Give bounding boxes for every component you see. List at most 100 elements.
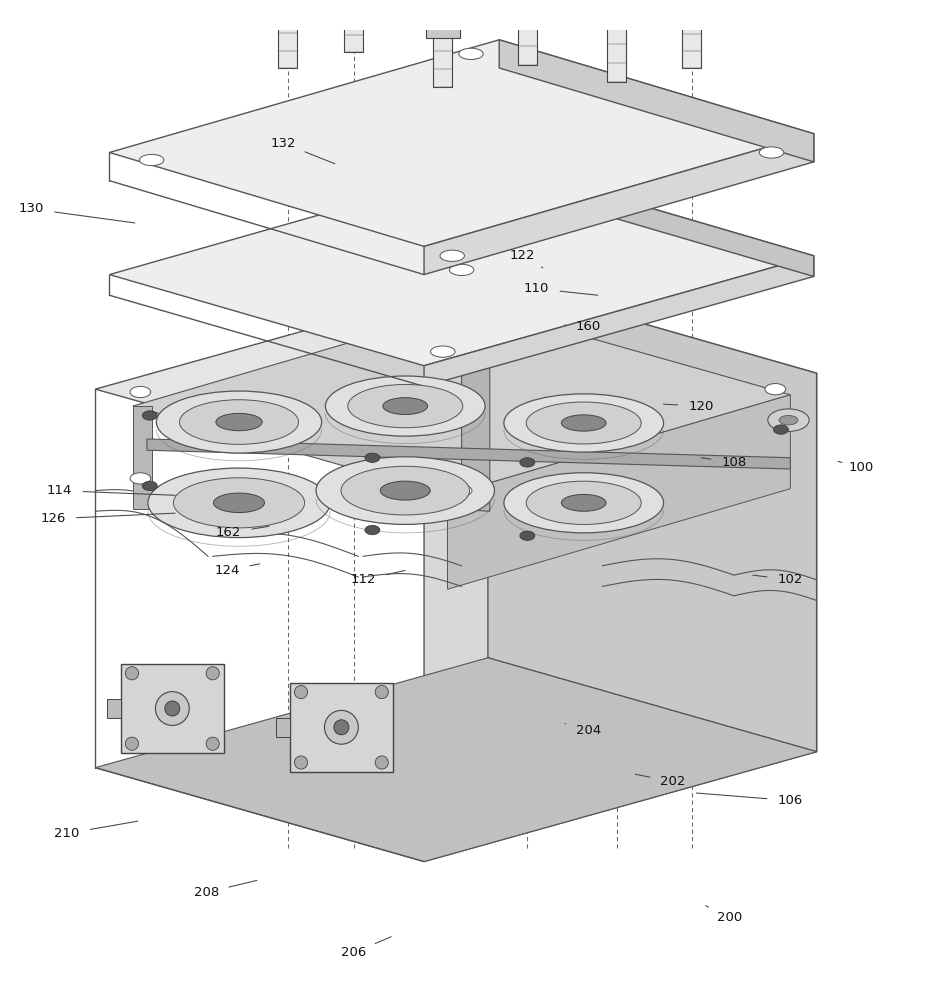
Polygon shape [499,164,814,276]
Polygon shape [426,17,460,38]
Polygon shape [95,279,817,481]
Polygon shape [290,683,393,772]
Ellipse shape [768,409,809,431]
Ellipse shape [779,415,798,425]
Ellipse shape [381,481,430,500]
Polygon shape [121,664,224,753]
Ellipse shape [348,384,463,428]
Text: 160: 160 [576,320,601,333]
Ellipse shape [142,481,157,491]
Ellipse shape [773,425,788,434]
Ellipse shape [375,685,388,699]
Polygon shape [499,40,814,162]
Ellipse shape [459,48,483,60]
Ellipse shape [130,386,151,398]
Text: 200: 200 [717,911,742,924]
Ellipse shape [148,468,330,538]
Polygon shape [462,306,504,314]
Polygon shape [488,279,817,752]
Text: 100: 100 [848,461,873,474]
Polygon shape [109,40,814,246]
Ellipse shape [561,415,606,431]
Ellipse shape [527,402,642,444]
Ellipse shape [214,493,265,513]
Ellipse shape [365,453,380,462]
Ellipse shape [156,391,321,453]
Ellipse shape [130,473,151,484]
Ellipse shape [216,413,262,431]
Text: 102: 102 [778,573,803,586]
Text: 110: 110 [524,282,549,295]
Ellipse shape [324,710,358,744]
Ellipse shape [375,756,388,769]
Text: 106: 106 [778,794,803,807]
Ellipse shape [295,685,308,699]
Text: 124: 124 [214,564,239,577]
Polygon shape [424,134,814,275]
Text: 122: 122 [510,249,535,262]
Ellipse shape [333,720,349,735]
Ellipse shape [765,384,786,395]
Polygon shape [424,373,817,862]
Polygon shape [447,395,790,589]
Polygon shape [271,0,305,13]
Ellipse shape [142,411,157,420]
Ellipse shape [759,147,784,158]
Text: 130: 130 [19,202,44,215]
Text: 208: 208 [193,886,219,899]
Polygon shape [344,0,363,52]
Ellipse shape [430,346,455,357]
Polygon shape [433,0,452,87]
Ellipse shape [316,457,495,524]
Text: 162: 162 [216,526,241,539]
Polygon shape [518,0,537,65]
Text: 132: 132 [270,137,296,150]
Polygon shape [279,0,298,68]
Polygon shape [608,0,626,82]
Polygon shape [109,164,814,366]
Text: 112: 112 [350,573,376,586]
Polygon shape [95,658,817,862]
Ellipse shape [125,667,138,680]
Polygon shape [133,406,152,509]
Text: 108: 108 [722,456,747,469]
Polygon shape [424,256,814,386]
Ellipse shape [155,692,189,725]
Text: 114: 114 [47,484,73,497]
Ellipse shape [295,756,308,769]
Polygon shape [133,306,790,495]
Polygon shape [276,718,290,737]
Text: 210: 210 [55,827,80,840]
Text: 120: 120 [689,400,714,413]
Polygon shape [511,0,544,6]
Text: 202: 202 [660,775,686,788]
Ellipse shape [520,458,535,467]
Text: 206: 206 [341,946,366,959]
Ellipse shape [206,737,219,750]
Ellipse shape [165,701,180,716]
Polygon shape [682,0,701,68]
Ellipse shape [325,376,485,436]
Polygon shape [600,2,633,23]
Ellipse shape [440,250,464,261]
Polygon shape [147,439,790,469]
Ellipse shape [206,667,219,680]
Ellipse shape [125,737,138,750]
Text: 204: 204 [576,724,601,737]
Ellipse shape [180,400,299,444]
Ellipse shape [382,398,428,414]
Ellipse shape [561,494,606,511]
Ellipse shape [173,478,304,528]
Ellipse shape [139,154,164,166]
Ellipse shape [451,485,472,496]
Polygon shape [462,312,490,511]
Ellipse shape [527,481,642,524]
Ellipse shape [504,473,663,533]
Text: 126: 126 [41,512,66,525]
Polygon shape [106,699,121,718]
Ellipse shape [365,525,380,535]
Ellipse shape [520,531,535,540]
Ellipse shape [341,466,469,515]
Ellipse shape [449,264,474,276]
Ellipse shape [504,394,663,452]
